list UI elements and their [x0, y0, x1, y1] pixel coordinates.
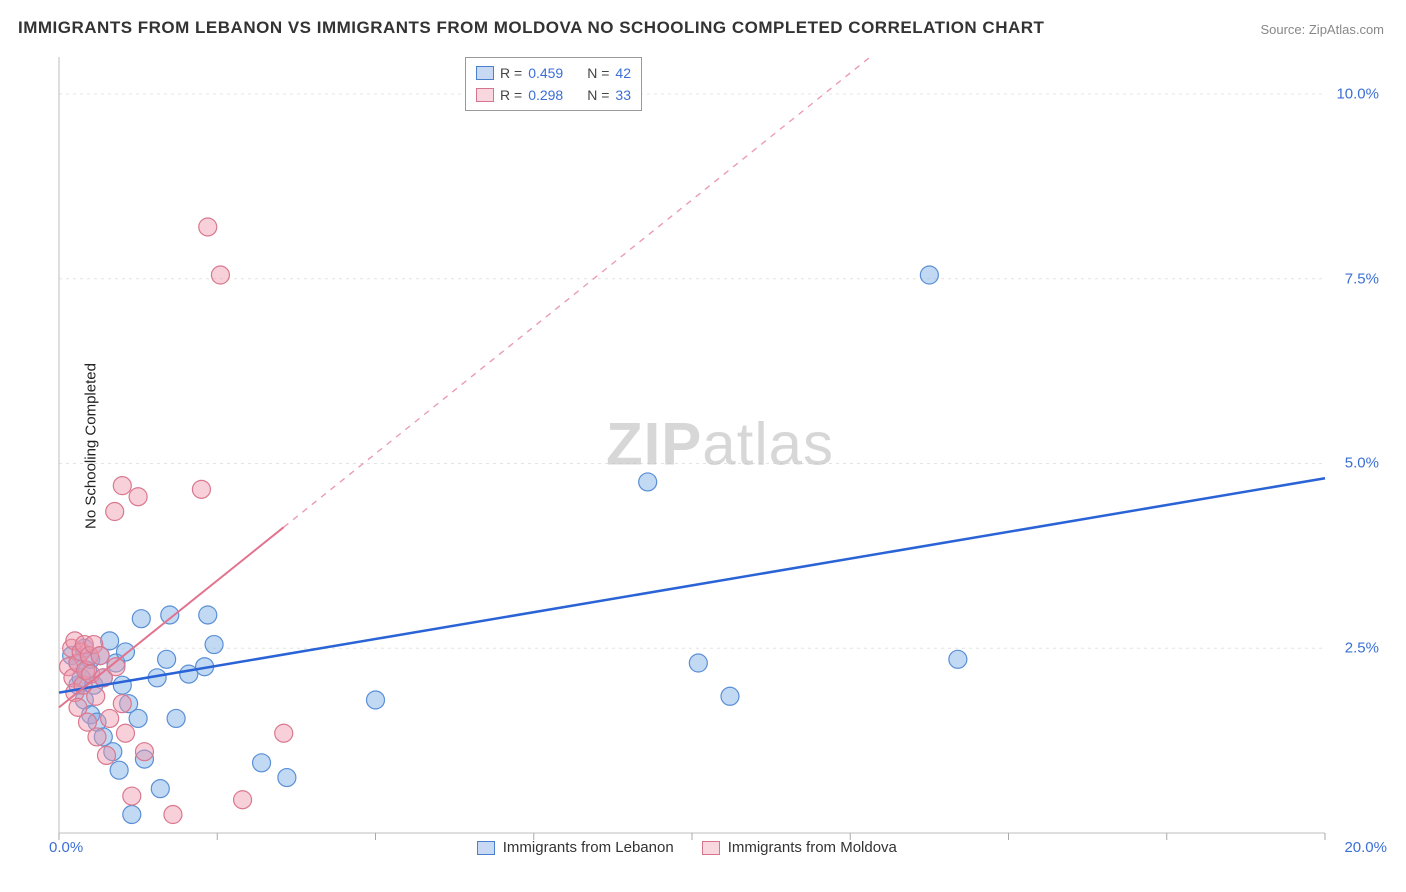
plot-area: ZIPatlas R =0.459N =42R =0.298N =33 2.5%…: [55, 55, 1385, 865]
legend-n-value: 33: [615, 84, 631, 106]
legend-swatch: [702, 841, 720, 855]
legend-series-label: Immigrants from Lebanon: [503, 839, 674, 856]
y-tick-label: 7.5%: [1345, 270, 1379, 287]
legend-n-value: 42: [615, 62, 631, 84]
legend-n-label: N =: [587, 84, 609, 106]
legend-swatch: [476, 66, 494, 80]
legend-series-item: Immigrants from Lebanon: [477, 839, 674, 856]
y-tick-label: 2.5%: [1345, 640, 1379, 657]
legend-r-label: R =: [500, 84, 522, 106]
chart-svg: [55, 55, 1385, 865]
source-label: Source: ZipAtlas.com: [1260, 22, 1384, 37]
legend-n-label: N =: [587, 62, 609, 84]
legend-r-value: 0.459: [528, 62, 563, 84]
legend-swatch: [476, 88, 494, 102]
legend-r-value: 0.298: [528, 84, 563, 106]
y-tick-label: 5.0%: [1345, 455, 1379, 472]
legend-series-item: Immigrants from Moldova: [702, 839, 897, 856]
chart-title: IMMIGRANTS FROM LEBANON VS IMMIGRANTS FR…: [18, 18, 1044, 38]
y-tick-label: 10.0%: [1336, 85, 1379, 102]
x-axis-max-label: 20.0%: [1344, 839, 1387, 856]
legend-series-label: Immigrants from Moldova: [728, 839, 897, 856]
legend-correlation: R = 0.459 N = 42 R = 0.298 N = 33: [465, 57, 642, 111]
legend-correlation-row: R = 0.459 N = 42: [476, 62, 631, 84]
x-axis-min-label: 0.0%: [49, 839, 83, 856]
legend-correlation-row: R = 0.298 N = 33: [476, 84, 631, 106]
legend-r-label: R =: [500, 62, 522, 84]
legend-series: Immigrants from Lebanon Immigrants from M…: [477, 839, 897, 856]
legend-swatch: [477, 841, 495, 855]
